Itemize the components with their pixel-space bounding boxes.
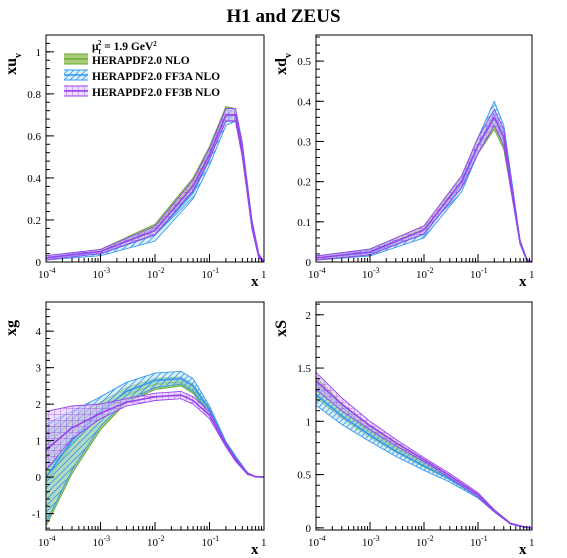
band-hatch-3 [316, 109, 532, 262]
series-line-3 [316, 380, 532, 529]
y-tick-label: 3 [36, 363, 42, 375]
legend-label: HERAPDF2.0 NLO [92, 55, 190, 67]
legend-entry-3: HERAPDF2.0 FF3B NLO [64, 85, 220, 99]
x-axis-label: x [251, 542, 259, 558]
x-tick-label: 10-2 [147, 266, 165, 281]
y-tick-label: 1 [36, 436, 42, 448]
x-axis-label: x [519, 542, 527, 558]
x-tick-label: 10-2 [416, 266, 434, 281]
plot-area [316, 100, 532, 262]
x-axis-label: x [251, 274, 259, 290]
x-tick-label: 10-4 [38, 266, 56, 281]
x-tick-label: 1 [261, 537, 267, 549]
x-tick-label: 10-3 [362, 534, 380, 549]
y-axis-label: xS [273, 320, 290, 337]
band-1 [316, 376, 532, 528]
series-line-3 [316, 115, 532, 262]
y-tick-label: 0.3 [297, 136, 311, 148]
y-tick-label: 0 [36, 472, 42, 484]
x-tick-label: 10-1 [202, 266, 220, 281]
y-tick-label: 0.4 [297, 96, 311, 108]
x-tick-label: 10-3 [362, 266, 380, 281]
y-tick-label: 2 [306, 310, 312, 322]
x-tick-label: 10-3 [93, 266, 111, 281]
y-tick-label: 4 [36, 326, 42, 338]
y-axis-label: xuv [3, 53, 24, 75]
x-tick-label: 10-3 [93, 534, 111, 549]
x-tick-label: 10-4 [308, 266, 326, 281]
y-tick-label: 0 [306, 257, 312, 269]
plot-area [46, 105, 264, 262]
x-tick-label: 10-2 [147, 534, 165, 549]
y-tick-label: 1 [306, 416, 312, 428]
band-hatch-2 [46, 108, 264, 262]
legend-label: HERAPDF2.0 FF3A NLO [92, 71, 220, 83]
y-tick-label: 0 [306, 523, 312, 535]
y-tick-label: 0.1 [297, 217, 311, 229]
y-tick-label: 0.5 [297, 56, 311, 68]
y-tick-label: 0 [36, 257, 42, 269]
legend-scale: μf2 = 1.9 GeV2 [92, 39, 157, 56]
x-tick-label: 10-1 [470, 266, 488, 281]
plot-area [46, 370, 264, 527]
x-tick-label: 1 [261, 269, 267, 281]
y-axis-label: xg [3, 320, 20, 336]
y-tick-label: 1 [36, 47, 42, 59]
y-tick-label: 0.2 [27, 215, 41, 227]
x-tick-label: 10-1 [202, 534, 220, 549]
band-lower-edge [316, 128, 532, 262]
x-tick-label: 1 [529, 269, 535, 281]
y-axis-label: xdv [273, 53, 294, 75]
legend-label: HERAPDF2.0 FF3B NLO [92, 87, 220, 99]
x-axis-label: x [519, 274, 527, 290]
band-3 [316, 372, 532, 528]
plot-area [316, 371, 532, 529]
y-tick-label: 0.6 [27, 131, 41, 143]
x-tick-label: 10-2 [416, 534, 434, 549]
legend-entry-2: HERAPDF2.0 FF3A NLO [64, 69, 220, 83]
x-tick-label: 10-4 [308, 534, 326, 549]
series-line-3 [46, 394, 264, 478]
band-lower-edge [46, 120, 264, 262]
band-upper-edge [316, 371, 532, 529]
series-line-3 [46, 114, 264, 262]
band-hatch-3 [316, 372, 532, 528]
band-upper-edge [316, 376, 532, 529]
y-tick-label: -1 [32, 509, 41, 521]
series-line-1 [316, 119, 532, 262]
legend-entry-1: HERAPDF2.0 NLO [64, 53, 190, 67]
x-tick-label: 10-1 [470, 534, 488, 549]
band-lower-edge [316, 124, 532, 262]
y-tick-label: 1.5 [297, 363, 311, 375]
y-tick-label: 2 [36, 399, 42, 411]
x-tick-label: 1 [529, 537, 535, 549]
band-lower-edge [316, 124, 532, 262]
y-tick-label: 0.2 [297, 177, 311, 189]
x-tick-label: 10-4 [38, 534, 56, 549]
y-tick-label: 0.8 [27, 89, 41, 101]
y-tick-label: 0.5 [297, 470, 311, 482]
page-title: H1 and ZEUS [226, 6, 341, 27]
y-tick-label: 0.4 [27, 173, 41, 185]
